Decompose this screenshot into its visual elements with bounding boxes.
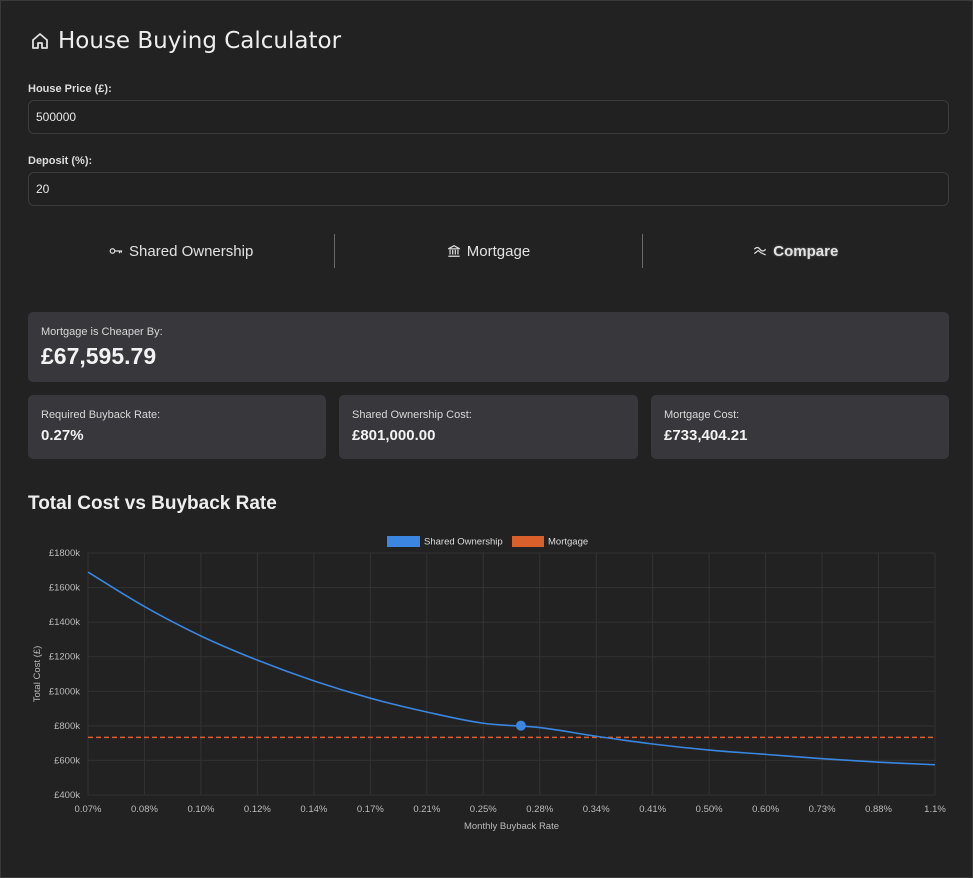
buyback-rate-label: Required Buyback Rate:: [41, 409, 161, 421]
deposit-label: Deposit (%):: [28, 155, 93, 167]
savings-value: £67,595.79: [41, 343, 157, 369]
house-price-label: House Price (£):: [28, 83, 112, 95]
key-icon: [109, 248, 123, 254]
page-title-text: House Buying Calculator: [58, 28, 342, 54]
tab-mortgage[interactable]: Mortgage: [334, 234, 641, 268]
tab-label: Shared Ownership: [129, 242, 254, 260]
bank-icon: [447, 245, 460, 257]
savings-summary-card: Mortgage is Cheaper By: £67,595.79: [28, 312, 949, 382]
tab-label: Compare: [773, 242, 839, 260]
calculator-tabs: Shared Ownership Mortgage Compare: [28, 234, 949, 268]
page-title: House Buying Calculator: [30, 28, 341, 54]
tab-label: Mortgage: [466, 242, 531, 260]
mortgage-cost-label: Mortgage Cost:: [664, 409, 740, 421]
home-icon: [32, 33, 48, 49]
tab-shared-ownership[interactable]: Shared Ownership: [28, 234, 334, 268]
deposit-input[interactable]: [28, 172, 949, 206]
house-price-input[interactable]: [28, 100, 949, 134]
shared-ownership-cost-value: £801,000.00: [352, 427, 436, 444]
buyback-rate-value: 0.27%: [41, 427, 84, 444]
shared-ownership-cost-card: Shared Ownership Cost: £801,000.00: [339, 395, 638, 459]
mortgage-cost-card: Mortgage Cost: £733,404.21: [651, 395, 949, 459]
chart-title: Total Cost vs Buyback Rate: [28, 493, 277, 514]
buyback-rate-card: Required Buyback Rate: 0.27%: [28, 395, 326, 459]
savings-label: Mortgage is Cheaper By:: [41, 326, 163, 338]
trend-icon: [754, 246, 767, 256]
tab-compare[interactable]: Compare: [641, 234, 949, 268]
mortgage-cost-value: £733,404.21: [664, 427, 748, 444]
shared-ownership-cost-label: Shared Ownership Cost:: [352, 409, 472, 421]
